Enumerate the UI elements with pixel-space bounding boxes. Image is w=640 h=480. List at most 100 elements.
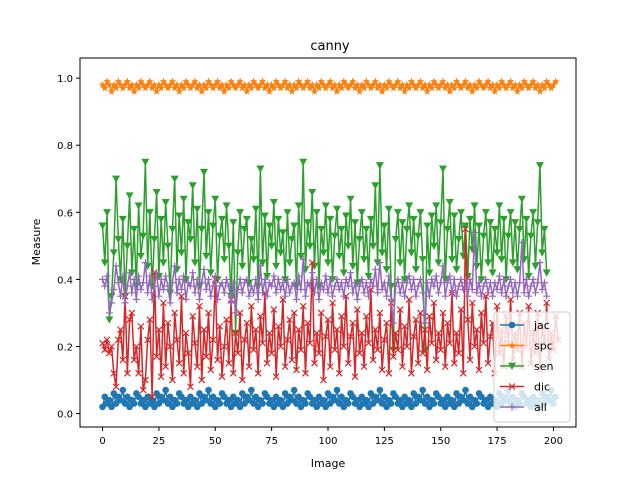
data-point-dic — [178, 292, 185, 300]
data-point-spc — [107, 87, 116, 95]
data-point-dic — [362, 312, 370, 320]
data-point-dic — [543, 299, 551, 307]
data-point-dic — [378, 366, 386, 374]
data-point-sen — [141, 158, 150, 166]
data-point-spc — [285, 80, 294, 89]
data-point-spc — [281, 77, 289, 85]
data-point-sen — [236, 209, 245, 217]
data-point-all — [139, 279, 147, 287]
data-point-sen — [256, 165, 265, 173]
data-point-jac — [295, 393, 302, 401]
data-point-all — [471, 228, 479, 236]
data-point-sen — [333, 205, 342, 213]
data-point-spc — [461, 77, 470, 85]
data-point-all — [119, 272, 127, 280]
data-point-sen — [429, 242, 438, 250]
data-point-all — [193, 275, 201, 283]
x-tick-label: 100 — [318, 436, 337, 447]
data-point-sen — [249, 256, 258, 264]
data-point-jac — [478, 393, 485, 401]
data-point-jac — [173, 400, 181, 407]
data-point-spc — [319, 80, 328, 89]
data-point-dic — [315, 349, 323, 357]
data-point-dic — [132, 343, 140, 350]
x-tick-label: 175 — [488, 436, 507, 447]
data-point-spc — [218, 80, 226, 89]
data-point-sen — [438, 165, 447, 173]
data-point-jac — [369, 400, 377, 407]
data-point-spc — [317, 77, 326, 85]
data-point-sen — [493, 249, 502, 257]
data-point-spc — [168, 77, 177, 85]
data-point-sen — [105, 316, 114, 324]
data-point-spc — [450, 84, 459, 92]
data-point-sen — [312, 209, 321, 217]
data-point-spc — [161, 80, 170, 89]
data-point-spc — [326, 77, 335, 85]
data-point-all — [229, 279, 237, 287]
plot-area — [98, 77, 562, 411]
data-point-dic — [232, 329, 239, 337]
data-point-all — [356, 282, 364, 290]
data-point-dic — [471, 343, 478, 350]
data-point-all — [380, 279, 388, 287]
data-point-all — [277, 285, 285, 293]
data-point-dic — [317, 309, 325, 317]
data-point-jac — [193, 403, 201, 411]
data-point-spc — [398, 80, 407, 89]
data-point-dic — [423, 366, 431, 374]
legend: jac spc sen dic all — [493, 311, 571, 423]
data-point-dic — [351, 373, 359, 381]
data-point-jac — [110, 390, 118, 397]
data-point-dic — [245, 363, 253, 371]
data-point-spc — [376, 80, 384, 89]
data-point-sen — [184, 219, 193, 227]
data-point-jac — [439, 396, 447, 404]
data-point-dic — [108, 343, 115, 350]
data-point-dic — [164, 319, 172, 327]
data-point-all — [191, 289, 199, 297]
data-point-dic — [484, 359, 492, 367]
data-point-all — [353, 296, 361, 304]
data-point-jac — [187, 393, 194, 401]
data-point-jac — [417, 396, 424, 404]
data-point-all — [536, 259, 544, 267]
data-point-dic — [166, 343, 174, 350]
data-point-dic — [462, 225, 469, 233]
data-point-all — [477, 292, 485, 300]
data-point-spc — [270, 84, 278, 92]
data-point-dic — [139, 386, 147, 394]
data-point-dic — [441, 363, 449, 371]
data-point-all — [123, 282, 131, 290]
data-point-spc — [385, 77, 393, 85]
data-point-all — [250, 289, 258, 297]
data-point-sen — [324, 259, 332, 267]
data-point-spc — [349, 77, 357, 85]
data-point-sen — [175, 212, 184, 220]
data-point-dic — [112, 383, 120, 391]
data-point-dic — [426, 312, 433, 320]
data-point-all — [292, 296, 300, 304]
data-point-spc — [288, 87, 296, 95]
data-point-jac — [306, 393, 314, 401]
data-point-jac — [182, 396, 190, 404]
data-point-sen — [355, 235, 364, 244]
data-point-jac — [153, 390, 160, 397]
data-point-dic — [466, 356, 474, 364]
data-point-all — [522, 275, 530, 283]
data-point-dic — [268, 349, 276, 357]
data-point-dic — [437, 346, 445, 354]
data-point-spc — [312, 80, 321, 89]
data-point-all — [99, 275, 107, 283]
data-point-all — [177, 285, 185, 293]
legend-label: sen — [534, 360, 553, 373]
x-axis-label: Image — [311, 457, 346, 470]
data-point-all — [198, 279, 206, 287]
y-axis-label: Measure — [30, 218, 43, 265]
data-point-jac — [387, 400, 395, 407]
data-point-sen — [317, 225, 326, 234]
data-point-jac — [455, 400, 463, 407]
data-point-sen — [177, 249, 186, 257]
data-point-sen — [526, 232, 535, 240]
data-point-all — [507, 275, 515, 283]
